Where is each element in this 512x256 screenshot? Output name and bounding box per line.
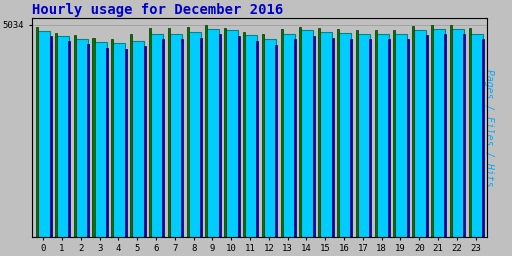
Bar (200, 38, 202, 237)
Bar (207, 29, 220, 237)
Bar (264, 39, 276, 237)
Bar (188, 32, 201, 237)
Bar (111, 39, 113, 237)
Bar (313, 36, 315, 237)
Bar (388, 39, 390, 237)
Bar (374, 30, 376, 237)
Bar (414, 30, 426, 237)
Text: Hourly usage for December 2016: Hourly usage for December 2016 (32, 3, 283, 17)
Bar (76, 39, 88, 237)
Bar (300, 27, 302, 237)
Bar (468, 28, 471, 237)
Bar (243, 32, 245, 237)
Bar (149, 28, 151, 237)
Bar (130, 34, 132, 237)
Bar (482, 39, 484, 237)
Bar (275, 45, 278, 237)
Bar (294, 39, 296, 237)
Y-axis label: Pages / Files / Hits: Pages / Files / Hits (484, 69, 494, 186)
Bar (339, 33, 351, 237)
Bar (151, 34, 163, 237)
Bar (463, 34, 465, 237)
Bar (132, 41, 144, 237)
Bar (106, 48, 108, 237)
Bar (301, 30, 313, 237)
Bar (238, 36, 240, 237)
Bar (376, 34, 389, 237)
Bar (337, 29, 339, 237)
Bar (113, 43, 125, 237)
Bar (407, 39, 409, 237)
Bar (281, 29, 283, 237)
Bar (332, 38, 334, 237)
Bar (358, 34, 370, 237)
Bar (38, 30, 50, 237)
Bar (245, 35, 257, 237)
Bar (94, 42, 106, 237)
Bar (356, 30, 358, 237)
Bar (318, 28, 320, 237)
Bar (181, 39, 183, 237)
Bar (471, 34, 483, 237)
Bar (50, 36, 52, 237)
Bar (257, 41, 259, 237)
Bar (93, 38, 95, 237)
Bar (425, 35, 428, 237)
Bar (186, 27, 188, 237)
Bar (350, 39, 352, 237)
Bar (205, 25, 207, 237)
Bar (57, 36, 69, 237)
Bar (125, 49, 127, 237)
Bar (412, 26, 414, 237)
Bar (444, 34, 446, 237)
Bar (224, 28, 226, 237)
Bar (169, 34, 182, 237)
Bar (74, 35, 76, 237)
Bar (395, 34, 408, 237)
Bar (168, 28, 170, 237)
Bar (431, 25, 433, 237)
Bar (162, 39, 164, 237)
Bar (144, 46, 146, 237)
Bar (450, 25, 452, 237)
Bar (433, 29, 445, 237)
Bar (226, 30, 238, 237)
Bar (219, 34, 221, 237)
Bar (393, 30, 395, 237)
Bar (369, 39, 371, 237)
Bar (452, 29, 464, 237)
Bar (69, 41, 71, 237)
Bar (262, 34, 264, 237)
Bar (87, 45, 89, 237)
Bar (320, 32, 332, 237)
Bar (283, 34, 294, 237)
Bar (36, 27, 38, 237)
Bar (55, 33, 57, 237)
